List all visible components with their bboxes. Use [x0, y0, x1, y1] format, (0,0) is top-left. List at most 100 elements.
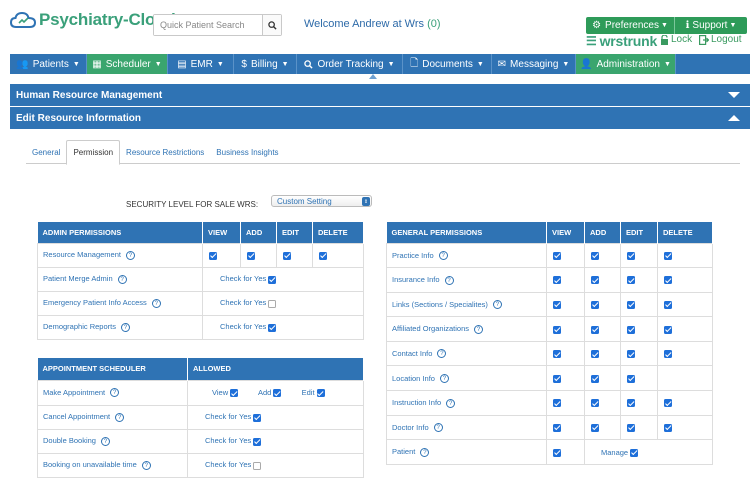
add-checkbox[interactable] — [591, 276, 599, 285]
help-icon[interactable]: ? — [117, 274, 127, 284]
help-icon[interactable]: ? — [437, 349, 447, 359]
permission-label: Practice Info — [392, 250, 434, 260]
delete-checkbox[interactable] — [664, 300, 672, 309]
nav-scheduler[interactable]: ▦ Scheduler ▼ — [87, 54, 168, 74]
nav-emr[interactable]: ▤ EMR ▼ — [168, 54, 234, 74]
edit-checkbox[interactable] — [627, 300, 635, 309]
add-checkbox[interactable] — [591, 325, 599, 334]
delete-checkbox[interactable] — [664, 325, 672, 334]
add-checkbox[interactable] — [591, 350, 599, 359]
tab-business-insights[interactable]: Business Insights — [216, 147, 279, 157]
view-checkbox[interactable] — [553, 423, 561, 432]
emr-icon: ▤ — [177, 58, 187, 70]
edit-checkbox[interactable] — [627, 423, 635, 432]
edit-checkbox[interactable] — [627, 325, 635, 334]
view-cell — [546, 390, 585, 416]
manage-label: Manage — [601, 447, 629, 457]
view-checkbox[interactable] — [553, 300, 561, 309]
tab-general[interactable]: General — [32, 147, 61, 157]
add-checkbox[interactable] — [591, 399, 599, 408]
add-checkbox[interactable] — [591, 374, 599, 383]
tab-permission[interactable]: Permission — [66, 140, 121, 165]
add-checkbox[interactable] — [591, 423, 599, 432]
search-button[interactable] — [262, 15, 281, 35]
help-icon[interactable]: ? — [444, 275, 454, 285]
delete-checkbox[interactable] — [664, 423, 672, 432]
security-level-select[interactable]: Custom Setting ⇕ — [271, 195, 372, 207]
add-checkbox[interactable] — [591, 251, 599, 260]
yes-checkbox[interactable] — [253, 437, 262, 446]
permission-cell: Links (Sections / Specialites)? — [386, 291, 547, 318]
lock-button[interactable]: Lock — [660, 34, 692, 45]
delete-checkbox[interactable] — [664, 251, 672, 260]
edit-checkbox[interactable] — [316, 389, 325, 397]
view-checkbox[interactable] — [553, 448, 561, 457]
logout-button[interactable]: Logout — [699, 34, 742, 45]
help-icon[interactable]: ? — [141, 460, 151, 470]
edit-checkbox[interactable] — [627, 374, 635, 383]
search-input[interactable] — [154, 15, 262, 35]
help-icon[interactable]: ? — [433, 423, 443, 433]
edit-checkbox[interactable] — [627, 251, 635, 260]
help-icon[interactable]: ? — [492, 300, 502, 310]
help-icon[interactable]: ? — [439, 374, 449, 384]
add-checkbox[interactable] — [591, 300, 599, 309]
view-checkbox[interactable] — [553, 276, 561, 285]
nav-label: Order Tracking — [317, 58, 384, 70]
view-checkbox[interactable] — [553, 251, 561, 260]
check-for-yes-label: Check for Yes — [220, 322, 267, 332]
section-hrm[interactable]: Human Resource Management — [10, 84, 750, 106]
edit-checkbox[interactable] — [627, 350, 635, 359]
view-checkbox[interactable] — [209, 251, 217, 260]
view-checkbox[interactable] — [230, 389, 239, 397]
help-icon[interactable]: ? — [120, 322, 130, 332]
nav-documents[interactable]: 🗋 Documents ▼ — [403, 54, 492, 74]
table-row: Patient Merge Admin? Check for Yes — [37, 266, 364, 292]
search-icon — [267, 20, 277, 30]
view-checkbox[interactable] — [553, 325, 561, 334]
help-icon[interactable]: ? — [420, 447, 430, 457]
delete-checkbox[interactable] — [664, 350, 672, 359]
yes-checkbox[interactable] — [253, 413, 262, 422]
help-icon[interactable]: ? — [438, 251, 448, 261]
yes-checkbox[interactable] — [268, 275, 277, 284]
help-icon[interactable]: ? — [474, 324, 483, 334]
manage-checkbox[interactable] — [630, 448, 639, 457]
yes-checkbox[interactable] — [268, 299, 277, 308]
help-icon[interactable]: ? — [446, 398, 456, 408]
nav-billing[interactable]: $ Billing ▼ — [234, 54, 297, 74]
app-logo[interactable]: Psychiatry-Cloud — [10, 10, 176, 30]
view-checkbox[interactable] — [553, 399, 561, 408]
delete-checkbox[interactable] — [664, 399, 672, 408]
edit-checkbox[interactable] — [627, 276, 635, 285]
yes-checkbox[interactable] — [253, 461, 262, 470]
view-checkbox[interactable] — [553, 350, 561, 359]
nav-order-tracking[interactable]: Order Tracking ▼ — [297, 54, 403, 74]
add-checkbox[interactable] — [247, 251, 255, 260]
message-count[interactable]: (0) — [427, 18, 441, 30]
tab-resource-restrictions[interactable]: Resource Restrictions — [126, 147, 205, 157]
help-icon[interactable]: ? — [151, 298, 161, 308]
delete-checkbox[interactable] — [664, 276, 672, 285]
help-icon[interactable]: ? — [125, 250, 135, 260]
collapse-down-icon — [728, 92, 740, 98]
help-icon[interactable]: ? — [100, 436, 110, 446]
check-for-yes-label: Check for Yes — [205, 436, 252, 446]
yes-checkbox[interactable] — [268, 323, 277, 332]
nav-messaging[interactable]: ✉ Messaging ▼ — [492, 54, 576, 74]
support-button[interactable]: ℹ Support ▼ — [675, 17, 747, 34]
nav-administration[interactable]: 👤 Administration ▼ — [576, 54, 676, 74]
help-icon[interactable]: ? — [110, 388, 120, 398]
permission-label: Booking on unavailable time — [43, 460, 137, 470]
preferences-button[interactable]: ⚙ Preferences ▼ — [586, 17, 675, 34]
nav-patients[interactable]: 👥 Patients ▼ — [10, 54, 87, 74]
delete-checkbox[interactable] — [319, 251, 327, 260]
help-icon[interactable]: ? — [115, 412, 125, 422]
section-edit-resource[interactable]: Edit Resource Information — [10, 107, 750, 129]
edit-checkbox[interactable] — [627, 399, 635, 408]
yes-cell: Check for Yes — [202, 266, 364, 292]
permission-label: Insurance Info — [392, 275, 440, 285]
edit-checkbox[interactable] — [283, 251, 291, 260]
add-checkbox[interactable] — [273, 389, 282, 397]
view-checkbox[interactable] — [553, 374, 561, 383]
